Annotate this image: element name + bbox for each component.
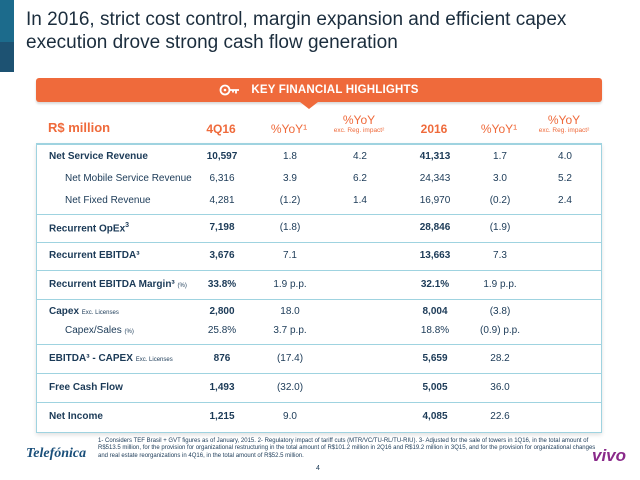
table-row: Recurrent EBITDA Margin³ (%) 33.8% 1.9 p… [49,279,517,290]
table-row: Capex Exc. Licenses 2,800 18.0 8,004 (3.… [49,306,511,317]
banner-label: KEY FINANCIAL HIGHLIGHTS [251,84,419,96]
row-divider [37,270,601,271]
slide-title: In 2016, strict cost control, margin exp… [26,9,567,53]
unit-header: R$ million [48,120,111,135]
row-divider [37,214,601,215]
col-yoy-exreg-4q16-header: %YoY [342,113,376,127]
col-yoy-4q16-header: %YoY¹ [270,122,308,136]
table-row: Net Mobile Service Revenue 6,316 3.9 6.2… [65,173,572,184]
row-divider [37,402,601,403]
table-row: Recurrent EBITDA³ 3,676 7.1 13,663 7.3 [49,250,507,261]
footnote: 1- Considers TEF Brasil + GVT figures as… [98,438,596,459]
col-2016-header: 2016 [420,122,448,136]
table-row: Capex/Sales (%) 25.8% 3.7 p.p. 18.8% (0.… [65,325,521,336]
key-icon [219,84,241,96]
table-row: Recurrent OpEx3 7,198 (1.8) 28,846 (1.9) [49,222,511,235]
col-4q16-header: 4Q16 [206,122,236,136]
left-accent-bar [0,0,14,72]
table-row: Net Income 1,215 9.0 4,085 22.6 [49,411,510,422]
table-row: EBITDA³ - CAPEX Exc. Licenses 876 (17.4)… [49,353,510,364]
banner-pointer [300,102,318,109]
financial-highlights-table: Net Service Revenue 10,597 1.8 4.2 41,31… [36,143,602,433]
page-number: 4 [316,465,320,472]
table-row: Net Service Revenue 10,597 1.8 4.2 41,31… [49,151,572,162]
table-row: Free Cash Flow 1,493 (32.0) 5,005 36.0 [49,382,510,393]
table-row: Net Fixed Revenue 4,281 (1.2) 1.4 16,970… [65,195,572,206]
col-yoy-exreg-2016-subheader: exc. Reg. impact² [538,127,590,134]
row-divider [37,242,601,243]
telefonica-logo: Telefónica [26,446,87,461]
key-highlights-banner: KEY FINANCIAL HIGHLIGHTS [36,78,602,102]
row-divider [37,373,601,374]
col-yoy-exreg-2016-header: %YoY [547,113,581,127]
col-yoy-exreg-4q16-subheader: exc. Reg. impact² [333,127,385,134]
row-divider [37,299,601,300]
vivo-logo: vivo [592,446,627,465]
row-divider [37,344,601,345]
col-yoy-2016-header: %YoY¹ [480,122,518,136]
table-header: R$ million 4Q16 %YoY¹ %YoY exc. Reg. imp… [36,113,602,143]
